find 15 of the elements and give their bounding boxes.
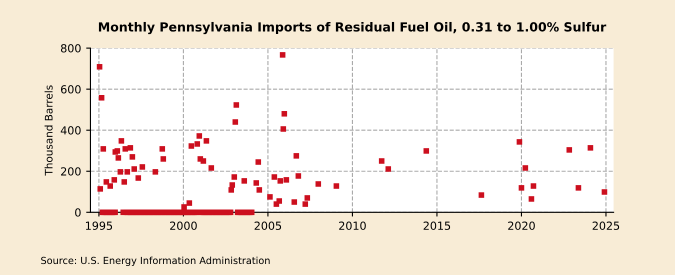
- x-tick-label: 2000: [170, 222, 197, 230]
- y-tick-label: 0: [75, 208, 81, 217]
- x-tick-label: 2020: [508, 222, 535, 230]
- x-tick-label: 2015: [424, 222, 450, 230]
- y-tick-label: 800: [60, 44, 81, 53]
- chart-title: Monthly Pennsylvania Imports of Residual Fuel Oil, 0.31 to 1.00% Sulfur: [98, 22, 606, 34]
- y-axis-title: Thousand Barrels: [44, 85, 53, 176]
- x-tick-label: 2025: [592, 222, 620, 230]
- x-tick-label: 2005: [254, 222, 282, 230]
- y-tick-label: 400: [60, 126, 81, 135]
- y-tick-label: 600: [60, 85, 81, 94]
- x-tick-label: 1995: [86, 222, 112, 230]
- y-tick-label: 200: [61, 167, 81, 176]
- x-tick-label: 2010: [339, 222, 366, 230]
- source-note: Source: U.S. Energy Information Administration: [41, 256, 270, 266]
